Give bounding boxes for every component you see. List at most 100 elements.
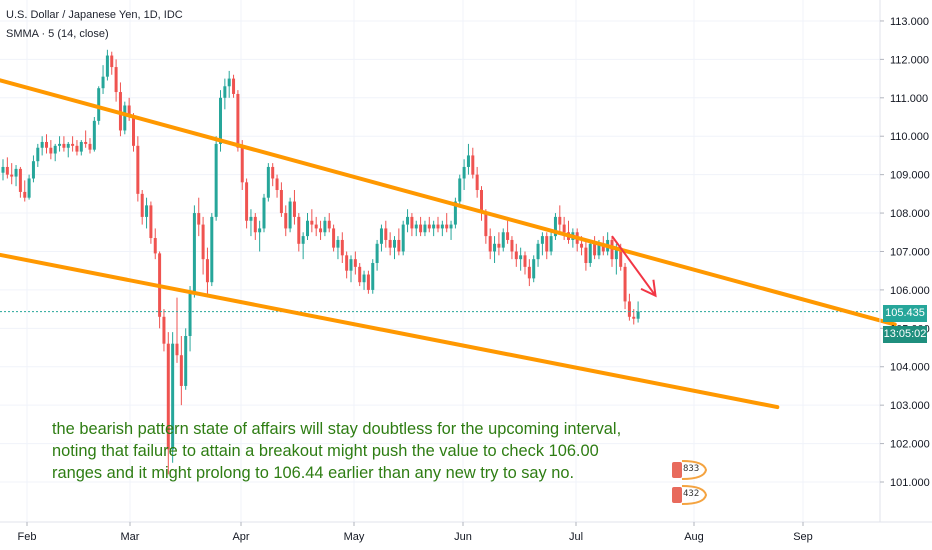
candle [388,232,392,256]
time-axis[interactable]: Feb Mar Apr May Jun Jul Aug Sep [18,522,813,543]
candle [205,247,209,294]
candle [175,297,179,363]
candle-body [36,147,40,162]
candle [406,209,410,233]
candle-body [445,224,449,229]
candle-body [401,224,405,252]
candle-body [327,220,331,229]
candle-body [619,247,623,267]
candle-body [292,201,296,217]
candle [258,220,262,252]
candle [227,70,231,98]
candle-body [184,336,188,386]
candle-body [49,147,53,154]
candle-body [192,213,196,294]
down-arrow-drawing[interactable] [611,235,657,298]
candle-body [397,239,401,252]
time-tick-label: Mar [121,531,140,543]
candle-body [427,224,431,229]
candle [449,220,453,240]
candle [84,130,88,148]
candle-body [205,259,209,283]
candle [471,147,475,179]
indicator-legend[interactable]: SMMA · 5 (14, close) [6,28,109,40]
candle-body [10,174,14,177]
candle-body [614,247,618,260]
candle-body [123,105,127,131]
idea-badge-2[interactable]: 432 [670,484,710,506]
candle [558,205,562,233]
candle [236,90,240,152]
price-axis[interactable]: 101.000102.000103.000104.000105.000106.0… [880,16,930,489]
candle [623,263,627,310]
candle-body [336,239,340,248]
candle-body [223,86,227,98]
candle-body [414,224,418,229]
candle [319,220,323,240]
candle [484,209,488,244]
candle [584,239,588,271]
candle-body [140,193,144,217]
candle [349,255,353,283]
time-tick-label: Jun [454,531,472,543]
candle-body [523,255,527,267]
candle [197,197,201,237]
candle-body [379,228,383,244]
candle [10,163,14,185]
candle [271,163,275,187]
candle [497,232,501,256]
candle [493,236,497,264]
candle-body [453,201,457,225]
candle [149,201,153,244]
annotation-line-2: noting that failure to attain a breakout… [52,442,599,460]
candle-body [510,239,514,252]
candle-body [432,224,436,229]
last-price-label: 105.435 [883,305,927,322]
candle-body [219,97,222,144]
candle-body [258,228,262,233]
candle-body [636,311,640,319]
candle [384,220,388,248]
candle-body [527,266,531,279]
candle [397,228,401,256]
candle-body [545,236,549,252]
candle [123,101,127,135]
candle [540,232,544,256]
candle [53,143,57,162]
candle [371,259,375,294]
candle-body [92,120,96,150]
candle [419,216,423,237]
candle [306,213,309,240]
candle [545,232,549,260]
candle [523,251,527,275]
candle-body [562,224,566,233]
candle-body [471,155,475,175]
price-tick-label: 101.000 [890,477,930,489]
candle-body [79,141,83,152]
candle [66,141,70,158]
candle [36,143,40,167]
candle-body [393,239,396,248]
candle-body [497,243,501,248]
candle-body [332,228,336,248]
price-tick-label: 113.000 [890,16,929,28]
trendline-group[interactable] [0,74,897,410]
candle [192,205,196,298]
candle-body [5,166,9,175]
candle-body [245,182,249,221]
candle-body [410,216,414,229]
price-tick-label: 103.000 [890,400,930,412]
candle-body [480,190,483,214]
candle [340,232,344,264]
candle [610,236,614,267]
candle-body [310,220,314,225]
idea-badge-1[interactable]: 833 [670,459,710,481]
candle [279,182,283,217]
candle-body [319,228,323,233]
candle-body [201,224,205,260]
candle-body [262,197,266,229]
candle-body [353,259,357,267]
price-tick-label: 106.000 [890,285,930,297]
candle [327,213,331,233]
